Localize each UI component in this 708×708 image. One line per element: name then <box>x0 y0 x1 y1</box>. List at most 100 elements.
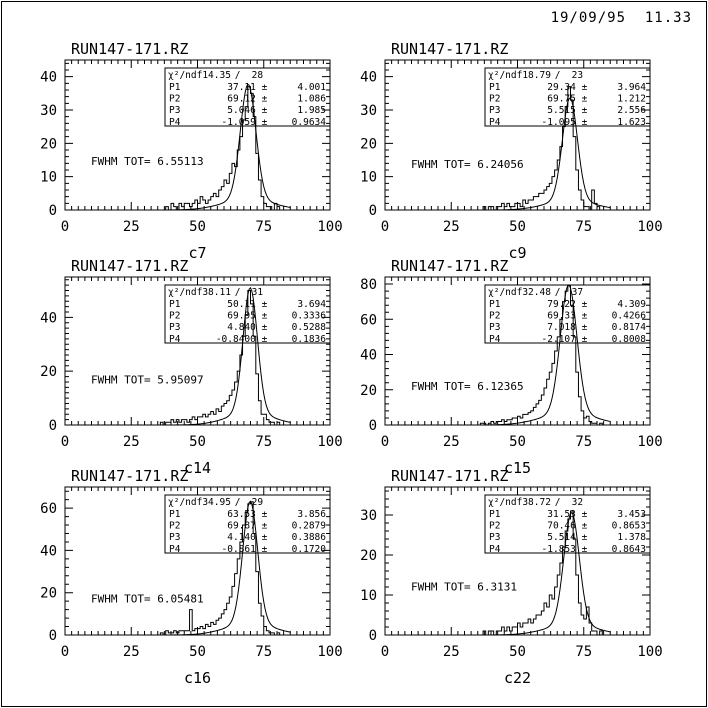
y-tick-label: 30 <box>40 103 57 119</box>
fit-param-error: 0.8643 <box>612 544 646 555</box>
y-tick-label: 0 <box>369 203 377 219</box>
fit-param-error: 4.001 <box>297 82 326 93</box>
fit-stats-box: χ²/ndf38.11 / 31 P1 50.11 ± 3.694 P2 69.95 ± 0.3… <box>164 284 331 345</box>
fit-param-value: 7.018 ± <box>547 322 587 333</box>
fit-param-value: 5.046 ± <box>227 105 267 116</box>
fit-stats-box: χ²/ndf18.79 / 23 P1 29.34 ± 3.964 P2 69.75 ± 1.2… <box>484 67 651 128</box>
x-tick-label: 25 <box>123 644 140 660</box>
x-tick-label: 50 <box>509 644 526 660</box>
y-tick-label: 40 <box>40 310 57 326</box>
plot-frame <box>384 276 651 426</box>
fit-param-value: -1.095 ± <box>542 117 588 128</box>
ndf-value: 31 <box>252 287 264 298</box>
chi2-ndf-value: χ²/ndf14.35 <box>168 70 231 81</box>
fit-param-name: P4 <box>169 334 181 345</box>
axis-ticks <box>64 60 331 211</box>
plot-title: RUN147-171.RZ <box>71 257 188 275</box>
x-tick-label: 75 <box>575 219 592 235</box>
chi2-ndf-value: χ²/ndf32.48 <box>488 287 551 298</box>
fit-param-name: P3 <box>489 105 500 116</box>
plot-c9: RUN147-171.RZ 0 25 50 75 100 0 10 20 30 40 χ²/ndf18… <box>360 40 663 262</box>
fit-param-error: 2.556 <box>617 105 646 116</box>
fit-param-error: 0.8653 <box>612 521 646 532</box>
fit-param-value: 69.87 ± <box>227 521 267 532</box>
fit-param-name: P2 <box>169 94 180 105</box>
histogram-steps <box>477 285 611 426</box>
fit-stats-box: χ²/ndf14.35 / 28 P1 37.11 ± 4.001 P2 69.12 ± 1.0… <box>164 67 331 128</box>
y-tick-label: 20 <box>40 586 57 602</box>
y-tick-label: 60 <box>360 312 377 328</box>
axis-ticks <box>64 487 331 636</box>
gaussian-fit-curve <box>157 500 291 636</box>
fit-param-value: 70.46 ± <box>547 521 587 532</box>
plot-c15: RUN147-171.RZ 0 25 50 75 100 0 20 40 60 80 χ²/ndf32… <box>360 257 663 477</box>
y-tick-label: 20 <box>40 364 57 380</box>
gaussian-fit-curve <box>157 286 291 426</box>
x-tick-label: 0 <box>381 219 389 235</box>
x-tick-label: 75 <box>255 219 272 235</box>
chi2-ndf-value: χ²/ndf18.79 <box>488 70 551 81</box>
fit-param-value: 69.33 ± <box>547 311 587 322</box>
plot-frame <box>64 59 331 211</box>
plot-c14: RUN147-171.RZ 0 25 50 75 100 0 20 40 χ²/ndf38.11 /… <box>40 257 343 477</box>
y-tick-label: 20 <box>360 548 377 564</box>
fit-param-name: P1 <box>169 299 181 310</box>
fit-param-name: P3 <box>169 105 180 116</box>
fwhm-label: FWHM TOT= 6.05481 <box>91 592 204 605</box>
chi2-ndf-value: χ²/ndf38.72 <box>488 497 551 508</box>
x-tick-label: 25 <box>443 644 460 660</box>
fit-param-value: 31.53 ± <box>547 509 587 520</box>
fit-param-name: P2 <box>489 521 500 532</box>
plot-title: RUN147-171.RZ <box>71 40 188 58</box>
y-tick-label: 40 <box>40 70 57 86</box>
fit-param-error: 0.9634 <box>292 117 327 128</box>
fit-param-error: 0.8174 <box>612 322 647 333</box>
stats-box-border <box>484 284 651 344</box>
fit-param-name: P1 <box>169 509 181 520</box>
plot-title: RUN147-171.RZ <box>71 467 188 485</box>
x-tick-label: 0 <box>61 434 69 450</box>
fit-param-value: 79.22 ± <box>547 299 587 310</box>
chi2-ndf-slash: / <box>555 287 561 298</box>
gaussian-fit-curve <box>477 511 611 636</box>
x-tick-label: 75 <box>575 434 592 450</box>
fit-param-value: -1.853 ± <box>542 544 588 555</box>
fit-param-error: 1.212 <box>617 94 646 105</box>
histogram-steps <box>477 510 611 636</box>
plot-c7: RUN147-171.RZ 0 25 50 75 100 0 10 20 30 40 χ²/ndf14… <box>40 40 343 262</box>
chi2-ndf-slash: / <box>555 70 561 81</box>
fit-param-error: 1.378 <box>617 532 646 543</box>
stats-box-border <box>164 494 331 554</box>
x-tick-label: 50 <box>189 644 206 660</box>
fwhm-label: FWHM TOT= 6.12365 <box>411 380 524 393</box>
y-tick-label: 20 <box>360 383 377 399</box>
ndf-value: 23 <box>572 70 583 81</box>
stats-box-border <box>164 67 331 127</box>
fit-param-error: 0.8008 <box>612 334 647 345</box>
fwhm-label: FWHM TOT= 5.95097 <box>91 374 204 387</box>
axis-ticks <box>384 276 651 426</box>
chi2-ndf-slash: / <box>235 497 241 508</box>
fit-param-name: P4 <box>489 334 501 345</box>
y-tick-label: 0 <box>49 628 57 644</box>
fit-stats-box: χ²/ndf32.48 / 37 P1 79.22 ± 4.309 P2 69.33 ± 0.4… <box>484 284 651 345</box>
y-tick-label: 20 <box>360 136 377 152</box>
chi2-ndf-value: χ²/ndf38.11 <box>168 287 231 298</box>
fit-param-name: P2 <box>169 311 180 322</box>
chi2-ndf-slash: / <box>555 497 561 508</box>
ndf-value: 37 <box>572 287 583 298</box>
fit-param-error: 3.453 <box>617 509 646 520</box>
x-tick-label: 0 <box>61 644 69 660</box>
ndf-value: 28 <box>252 70 264 81</box>
plot-frame <box>64 486 331 636</box>
fit-param-error: 0.1836 <box>292 334 327 345</box>
fit-param-error: 0.4266 <box>612 311 647 322</box>
plot-title: RUN147-171.RZ <box>391 467 508 485</box>
plot-frame <box>64 276 331 426</box>
fwhm-label: FWHM TOT= 6.24056 <box>411 158 524 171</box>
y-tick-label: 80 <box>360 277 377 293</box>
x-axis-title: c14 <box>184 459 211 477</box>
fit-param-error: 3.964 <box>617 82 646 93</box>
